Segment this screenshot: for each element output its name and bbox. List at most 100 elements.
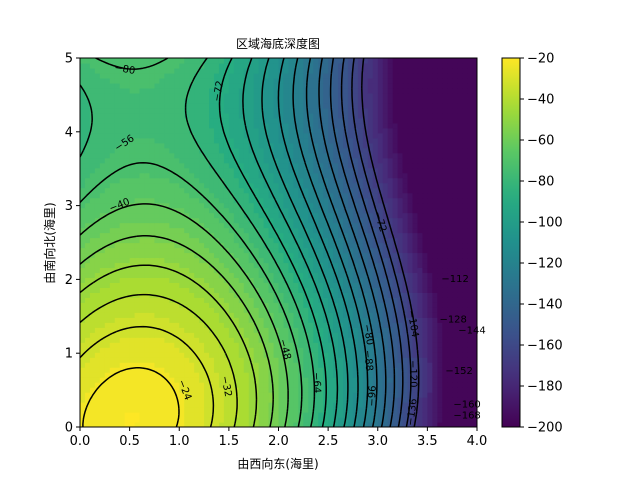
heat-cell [199,197,205,204]
heat-cell [437,147,443,154]
heat-cell [402,307,409,313]
heat-cell [80,272,86,279]
heat-cell [164,212,170,219]
heat-cell [442,152,448,159]
heat-cell [362,162,369,169]
heat-cell [362,232,369,239]
heat-cell [442,227,448,234]
heat-cell [417,362,424,368]
heat-cell [228,332,235,338]
heat-cell [89,292,96,298]
heat-cell [253,297,260,303]
heat-cell [367,122,374,129]
heat-cell [174,217,180,224]
heat-cell [134,227,141,234]
heat-cell [114,302,121,308]
heat-cell [218,362,225,368]
heat-cell [184,362,190,368]
heat-cell [442,212,448,219]
heat-cell [293,407,299,413]
heat-cell [209,122,215,129]
heat-cell [462,277,468,283]
heat-cell [278,282,285,288]
heat-cell [447,272,453,279]
heat-cell [104,287,111,293]
heat-cell [417,147,424,154]
heat-cell [347,247,354,254]
heat-cell [417,182,424,189]
heat-cell [303,157,309,164]
heat-cell [347,137,354,144]
heat-cell [233,377,240,383]
heat-cell [372,147,379,154]
heat-cell [243,117,250,124]
heat-cell [263,387,270,393]
heat-cell [442,192,448,199]
heat-cell [298,352,304,358]
heat-cell [233,127,240,134]
heat-cell [114,407,121,413]
heat-cell [228,302,235,308]
heat-cell [223,207,230,214]
heat-cell [238,182,245,189]
heat-cell [84,127,91,134]
heat-cell [278,377,285,383]
heat-cell [199,322,205,328]
heat-cell [258,242,265,249]
heat-cell [402,332,409,338]
heat-cell [447,122,453,129]
heat-cell [397,242,404,249]
heat-cell [223,297,230,303]
heat-cell [293,382,299,388]
heat-cell [402,337,409,343]
heat-cell [114,412,121,418]
heat-cell [343,332,349,338]
heat-cell [243,247,250,254]
heat-cell [352,167,359,174]
heat-cell [144,277,151,283]
heat-cell [412,342,419,348]
heat-cell [338,182,344,189]
heat-cell [437,257,443,264]
heat-cell [104,142,111,149]
heat-cell [407,117,414,124]
heat-cell [338,122,344,129]
heat-cell [174,267,180,274]
heat-cell [189,157,195,164]
heat-cell [194,247,200,254]
heat-cell [472,182,477,189]
heat-cell [223,347,230,353]
heat-cell [273,377,280,383]
heat-cell [343,262,349,269]
heat-cell [119,132,126,139]
heat-cell [278,337,285,343]
heat-cell [119,217,126,224]
heat-cell [204,132,210,139]
heat-cell [308,167,314,174]
heat-cell [288,157,294,164]
heat-cell [462,267,468,274]
heat-cell [119,387,126,393]
heat-cell [318,237,324,244]
heat-cell [109,272,116,279]
heat-cell [318,137,324,144]
heat-cell [144,307,151,313]
heat-cell [94,367,101,373]
heat-cell [263,227,270,234]
heat-cell [94,382,101,388]
heat-cell [372,262,379,269]
heat-cell [144,317,151,323]
heat-cell [184,292,190,298]
heat-cell [318,347,324,353]
heat-cell [94,342,101,348]
heat-cell [442,287,448,293]
heat-cell [199,277,205,283]
heat-cell [238,252,245,259]
heat-cell [109,352,116,358]
heat-cell [328,372,334,378]
heat-cell [382,142,389,149]
heat-cell [228,197,235,204]
heat-cell [362,142,369,149]
heat-cell [263,237,270,244]
heat-cell [159,367,165,373]
